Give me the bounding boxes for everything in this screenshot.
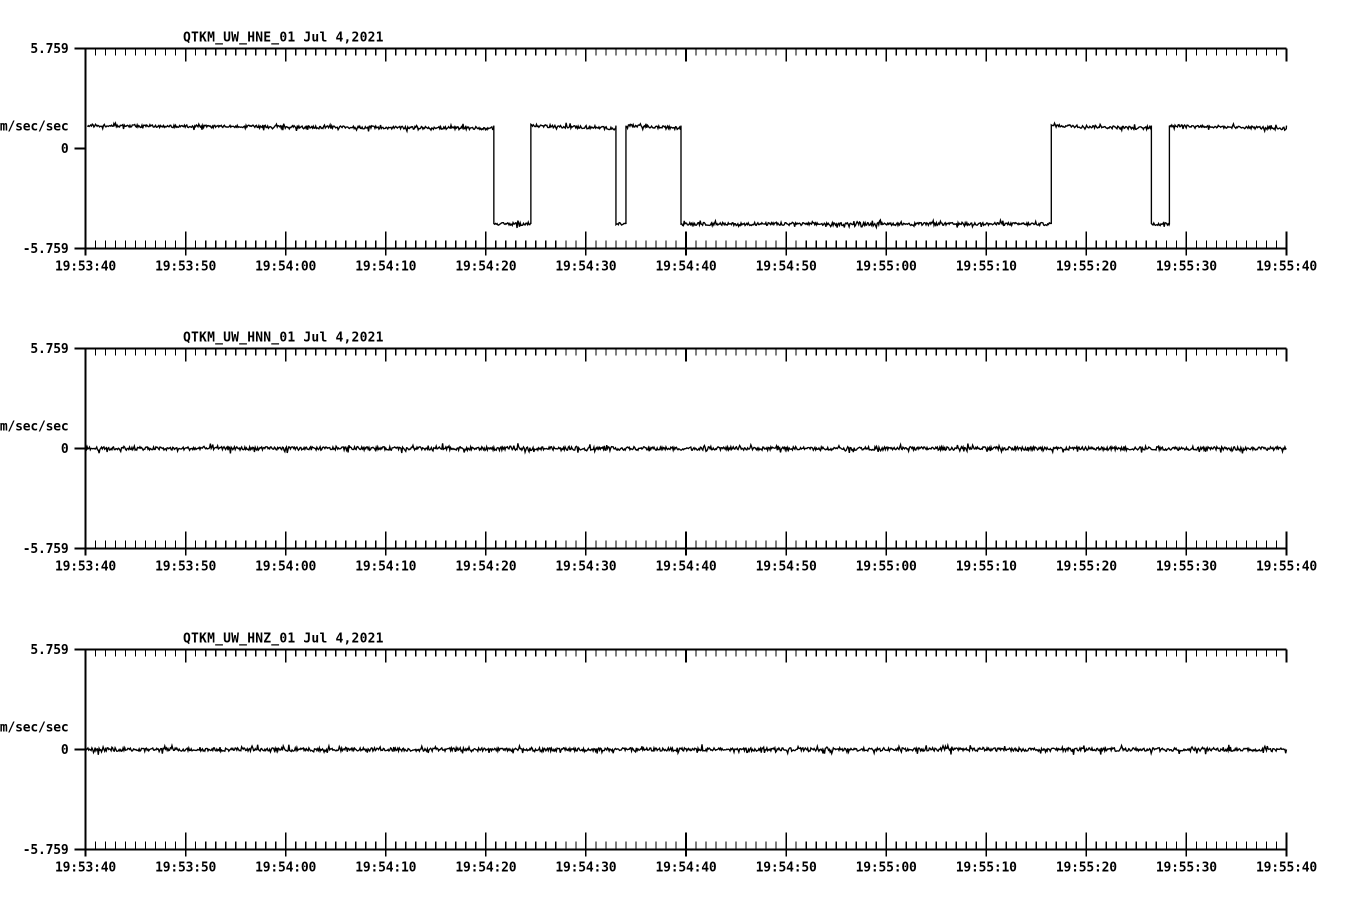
trace-panel-hnz: 5.759 0 -5.759 cm/sec/sec 19:53:40 19:53:50 19…: [0, 601, 1358, 901]
y-tick-label: 5.759: [30, 342, 68, 357]
trace-plot-hnn: 5.759 0 -5.759 cm/sec/sec 19:53:40 19:53:50 19…: [0, 331, 1318, 575]
y-axis-unit-label: cm/sec/sec: [0, 420, 69, 435]
x-tick-label: 19:55:40: [1256, 861, 1317, 876]
y-axis-unit-label: cm/sec/sec: [0, 721, 69, 736]
x-tick-label: 19:55:00: [856, 861, 917, 876]
x-tick-label: 19:54:10: [355, 861, 416, 876]
trace-plot-hnz: 5.759 0 -5.759 cm/sec/sec 19:53:40 19:53:50 19…: [0, 632, 1318, 876]
x-tick-label: 19:55:10: [956, 560, 1017, 575]
x-tick-label: 19:53:40: [55, 560, 116, 575]
x-tick-label: 19:54:00: [255, 560, 316, 575]
y-tick-label: -5.759: [23, 242, 69, 257]
y-tick-label: -5.759: [23, 843, 69, 858]
panel-title: QTKM_UW_HNZ_01 Jul 4,2021: [183, 632, 384, 647]
y-tick-label: 5.759: [30, 643, 68, 658]
x-tick-label: 19:55:30: [1156, 260, 1217, 275]
x-tick-label: 19:55:10: [956, 260, 1017, 275]
trace-panel-hnn: 5.759 0 -5.759 cm/sec/sec 19:53:40 19:53:50 19…: [0, 300, 1358, 600]
panel-title: QTKM_UW_HNN_01 Jul 4,2021: [183, 331, 384, 346]
y-tick-label: 0: [61, 142, 69, 157]
x-tick-label: 19:55:00: [856, 560, 917, 575]
x-tick-label: 19:54:00: [255, 260, 316, 275]
x-tick-label: 19:53:50: [155, 861, 216, 876]
x-tick-label: 19:54:30: [555, 260, 616, 275]
x-tick-label: 19:53:40: [55, 260, 116, 275]
x-tick-label: 19:55:30: [1156, 861, 1217, 876]
x-tick-label: 19:54:20: [455, 861, 516, 876]
x-tick-label: 19:55:30: [1156, 560, 1217, 575]
x-tick-label: 19:55:20: [1056, 560, 1117, 575]
y-tick-label: 5.759: [30, 42, 68, 57]
x-tick-label: 19:54:40: [655, 861, 716, 876]
x-tick-label: 19:54:20: [455, 560, 516, 575]
y-tick-label: 0: [61, 743, 69, 758]
x-tick-label: 19:54:40: [655, 560, 716, 575]
y-tick-label: 0: [61, 442, 69, 457]
x-tick-label: 19:55:20: [1056, 861, 1117, 876]
x-tick-label: 19:53:50: [155, 260, 216, 275]
x-tick-label: 19:54:00: [255, 861, 316, 876]
x-tick-label: 19:54:10: [355, 560, 416, 575]
x-tick-label: 19:54:30: [555, 861, 616, 876]
trace-panel-hne: 5.759 0 -5.759 cm/sec/sec 19:53:40 19:53:50 19…: [0, 0, 1358, 300]
x-tick-label: 19:54:30: [555, 560, 616, 575]
waveform-trace: [84, 742, 1288, 756]
panel-title: QTKM_UW_HNE_01 Jul 4,2021: [183, 31, 384, 46]
waveform-trace: [86, 120, 1288, 230]
x-tick-label: 19:54:50: [756, 260, 817, 275]
x-tick-label: 19:55:10: [956, 861, 1017, 876]
x-tick-label: 19:54:20: [455, 260, 516, 275]
x-tick-label: 19:54:50: [756, 861, 817, 876]
x-tick-label: 19:53:40: [55, 861, 116, 876]
waveform-trace: [85, 442, 1287, 455]
x-tick-label: 19:54:10: [355, 260, 416, 275]
x-tick-label: 19:54:40: [655, 260, 716, 275]
x-tick-label: 19:54:50: [756, 560, 817, 575]
y-axis-unit-label: cm/sec/sec: [0, 120, 69, 135]
x-tick-label: 19:55:00: [856, 260, 917, 275]
x-tick-label: 19:55:20: [1056, 260, 1117, 275]
x-tick-label: 19:55:40: [1256, 260, 1317, 275]
y-tick-label: -5.759: [23, 542, 69, 557]
x-tick-label: 19:53:50: [155, 560, 216, 575]
trace-plot-hne: 5.759 0 -5.759 cm/sec/sec 19:53:40 19:53:50 19…: [0, 31, 1318, 275]
x-tick-label: 19:55:40: [1256, 560, 1317, 575]
